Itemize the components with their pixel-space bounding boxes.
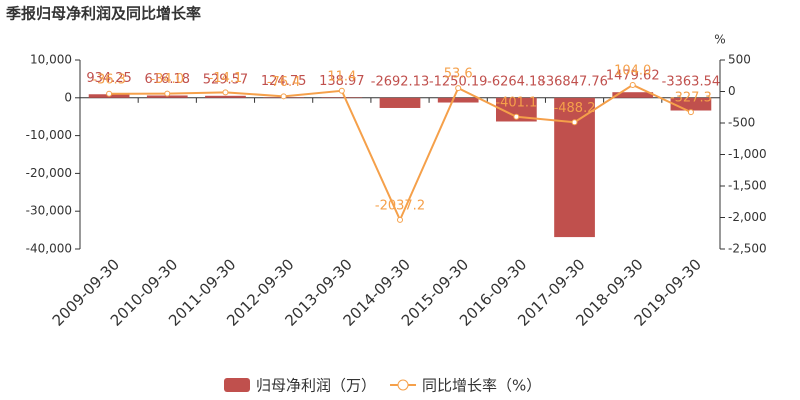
line-point bbox=[571, 119, 578, 126]
line-point bbox=[280, 93, 287, 100]
bar-value-label: -1250.19 bbox=[429, 74, 487, 89]
y2-tick-label: -2,500 bbox=[728, 242, 767, 256]
bar-value-label: -6264.18 bbox=[487, 74, 545, 89]
y-tick-label: -10,000 bbox=[26, 128, 72, 142]
line-value-label: -401.1 bbox=[495, 95, 537, 110]
y2-tick-label: 500 bbox=[728, 53, 751, 67]
bar-value-label: -2692.13 bbox=[371, 74, 429, 89]
legend-swatch bbox=[397, 379, 409, 391]
y2-tick-label: -1,000 bbox=[728, 147, 767, 161]
bar bbox=[321, 97, 363, 98]
line-point bbox=[106, 90, 113, 97]
y2-tick-label: 0 bbox=[728, 84, 736, 98]
y2-axis-label: % bbox=[714, 33, 725, 47]
bar-value-label: 616.18 bbox=[145, 72, 191, 87]
bar-value-label: 529.57 bbox=[203, 72, 249, 87]
line-point bbox=[687, 109, 694, 116]
legend-swatch bbox=[224, 378, 250, 392]
bar-value-label: 1479.62 bbox=[606, 69, 660, 84]
bar-value-label: -3363.54 bbox=[662, 74, 720, 89]
y-tick-label: 10,000 bbox=[30, 53, 72, 67]
line-value-label: -327.3 bbox=[670, 91, 712, 106]
line-value-label: 11.4 bbox=[327, 69, 356, 84]
line-point bbox=[338, 87, 345, 94]
chart-title: 季报归母净利润及同比增长率 bbox=[6, 5, 201, 23]
line-point bbox=[397, 216, 403, 223]
line-point bbox=[222, 89, 229, 96]
line-value-label: -76.4 bbox=[267, 75, 301, 90]
bar-value-label: -36847.76 bbox=[541, 74, 608, 89]
line-value-label: -2037.2 bbox=[375, 198, 425, 213]
y-tick-label: -40,000 bbox=[26, 242, 72, 256]
legend-label: 归母净利润（万） bbox=[256, 377, 376, 395]
line-point bbox=[629, 81, 636, 88]
line-point bbox=[164, 90, 171, 97]
bar bbox=[496, 97, 537, 122]
line-point bbox=[455, 85, 462, 92]
line-value-label: -14.1 bbox=[209, 71, 243, 86]
y-tick-label: -30,000 bbox=[26, 204, 72, 218]
line-value-label: -488.2 bbox=[554, 101, 596, 116]
line-value-label: 53.6 bbox=[444, 67, 473, 82]
bar bbox=[437, 97, 479, 103]
bar-value-label: 934.25 bbox=[86, 71, 132, 86]
line-value-label: 104.0 bbox=[614, 63, 651, 78]
line-point bbox=[513, 113, 520, 120]
legend-label: 同比增长率（%） bbox=[422, 377, 541, 395]
bar bbox=[554, 97, 595, 238]
y2-tick-label: -500 bbox=[728, 116, 755, 130]
y-tick-label: 0 bbox=[64, 90, 72, 104]
bar bbox=[379, 97, 421, 108]
line-value-label: -34.0 bbox=[150, 72, 184, 87]
bar-value-label: 138.97 bbox=[319, 74, 365, 89]
line-value-label: -36.3 bbox=[92, 72, 126, 87]
bar bbox=[205, 95, 246, 98]
y2-tick-label: -2,000 bbox=[728, 210, 767, 224]
y-tick-label: -20,000 bbox=[26, 166, 72, 180]
y2-tick-label: -1,500 bbox=[728, 179, 767, 193]
bar-value-label: 124.75 bbox=[261, 74, 307, 89]
bar bbox=[612, 92, 654, 98]
